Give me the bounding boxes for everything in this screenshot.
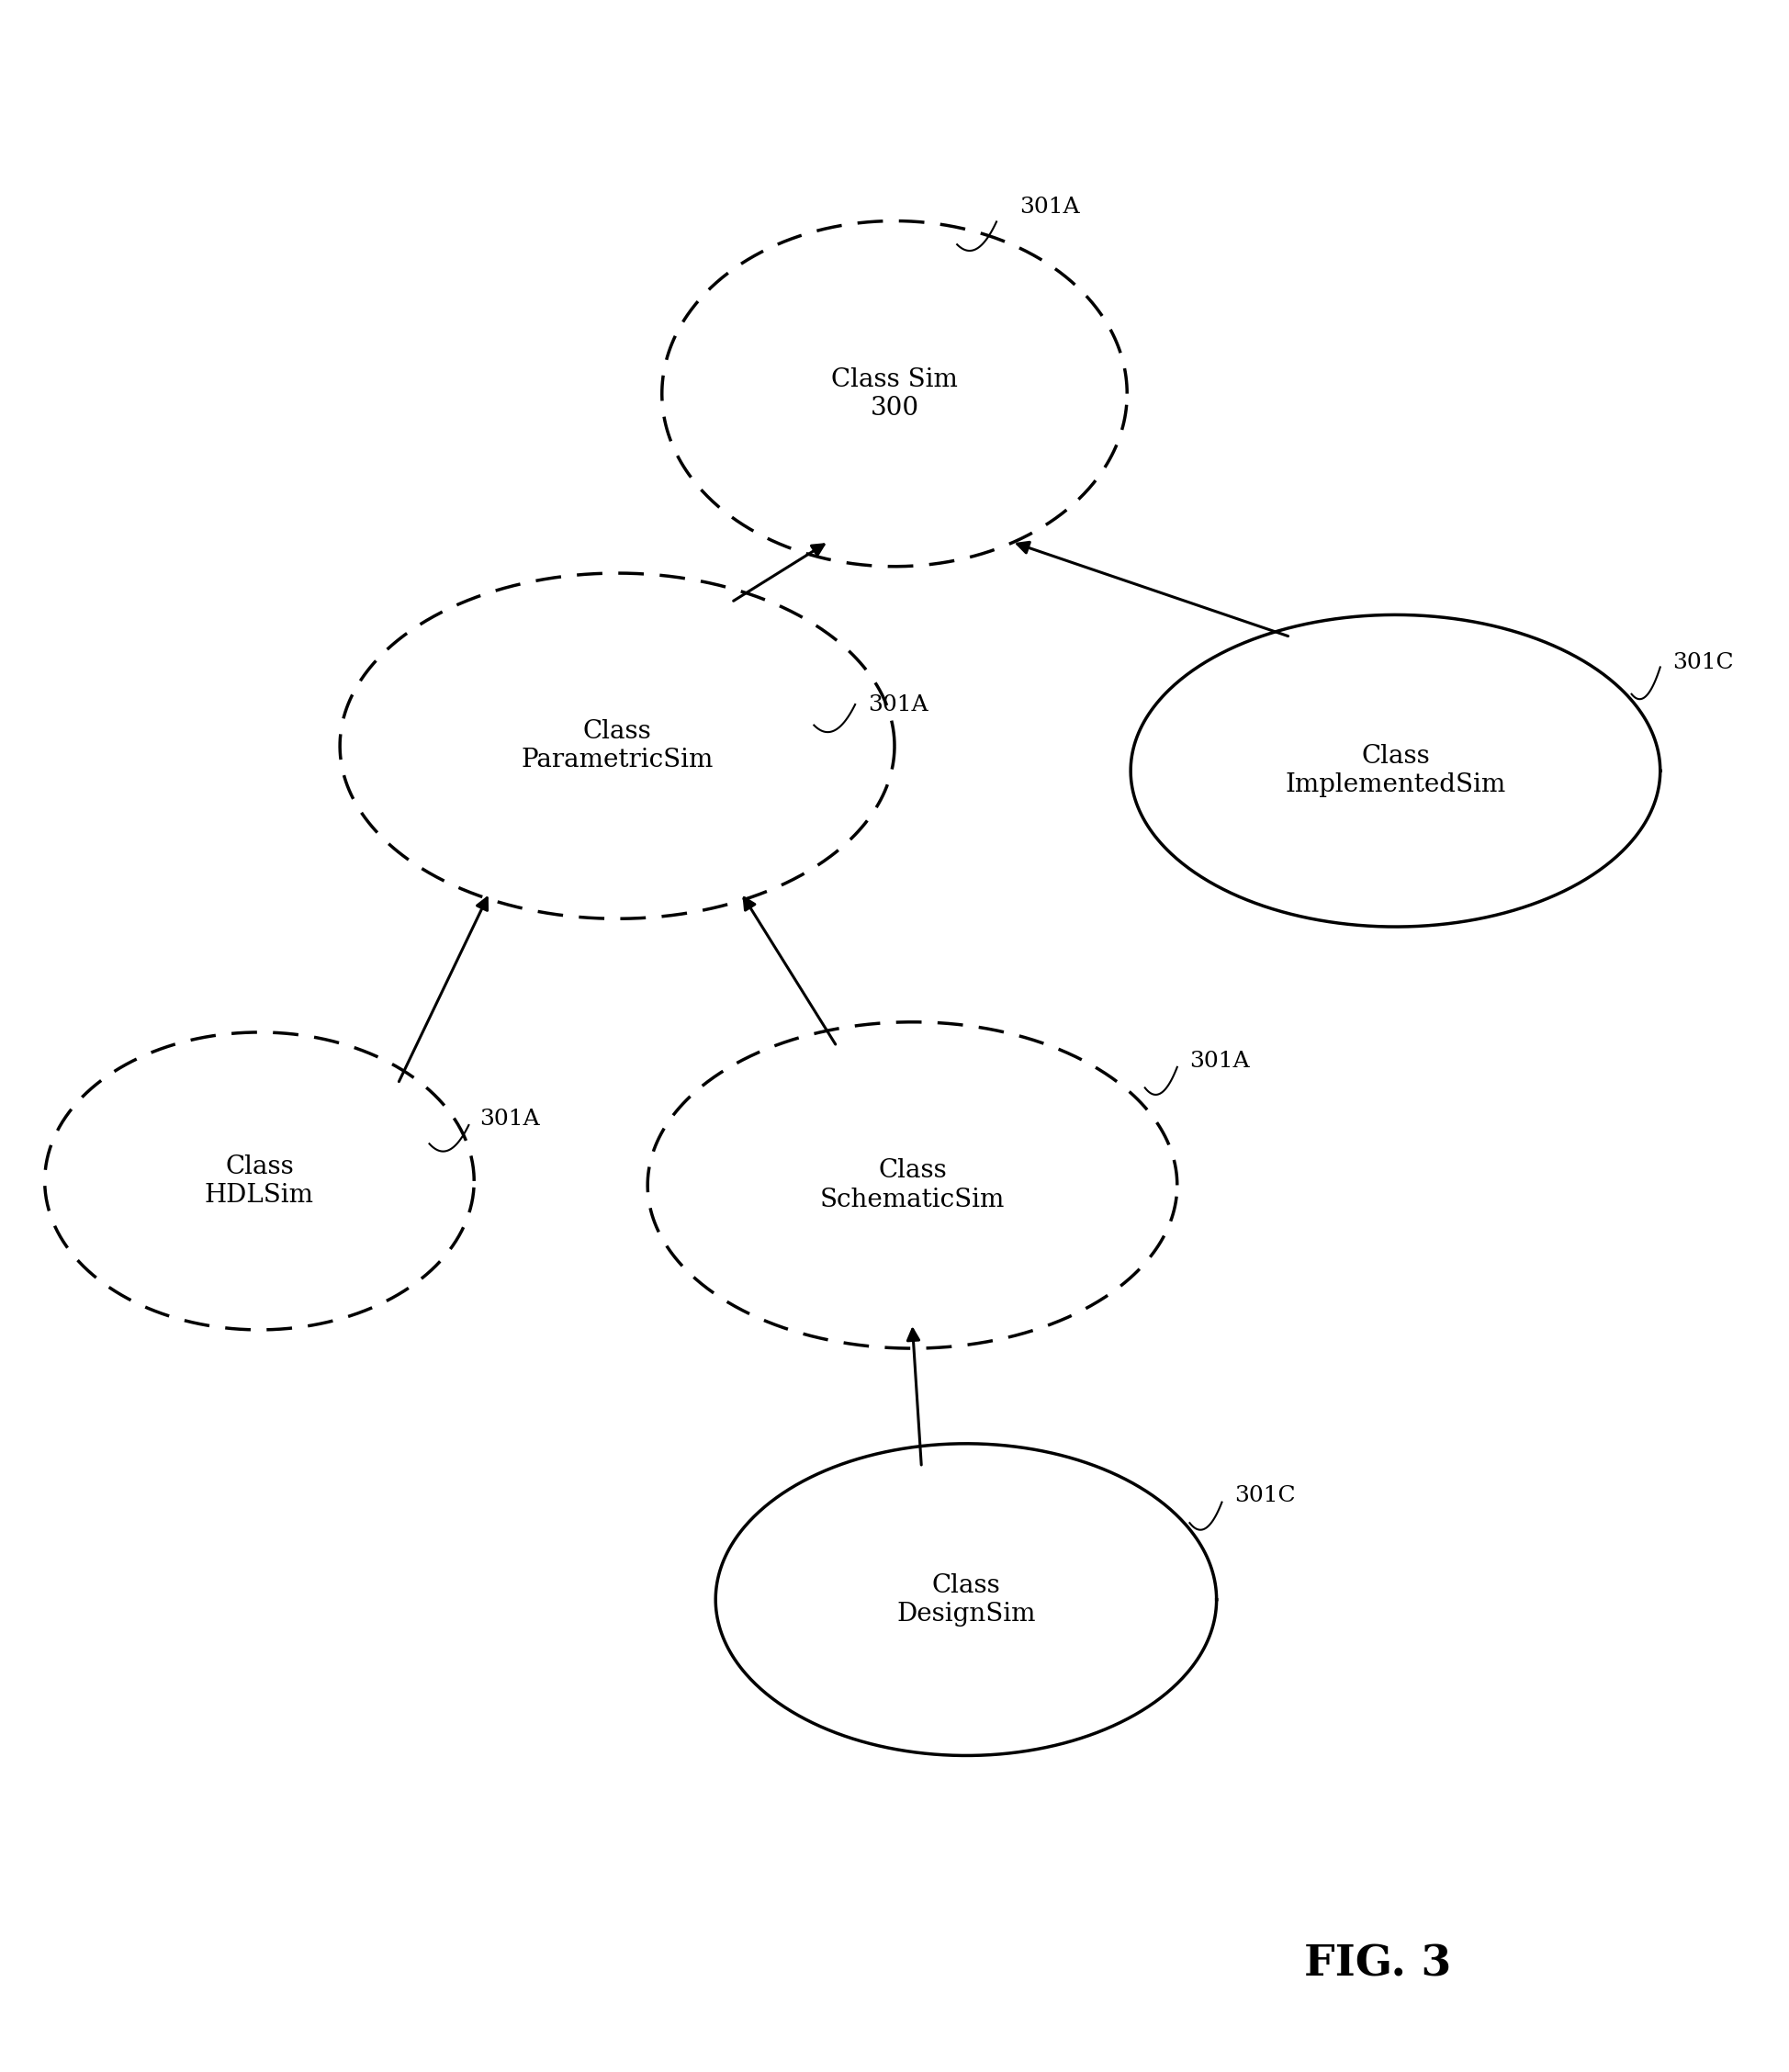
- Text: 301A: 301A: [1020, 197, 1081, 218]
- Text: Class
HDLSim: Class HDLSim: [204, 1154, 315, 1208]
- Text: 301C: 301C: [1673, 653, 1734, 673]
- Text: Class
SchematicSim: Class SchematicSim: [819, 1158, 1005, 1212]
- Text: Class
DesignSim: Class DesignSim: [896, 1573, 1036, 1627]
- Text: FIG. 3: FIG. 3: [1304, 1944, 1451, 1985]
- Text: Class Sim
300: Class Sim 300: [832, 367, 957, 421]
- Text: Class
ImplementedSim: Class ImplementedSim: [1285, 744, 1506, 798]
- Text: Class
ParametricSim: Class ParametricSim: [521, 719, 714, 773]
- Text: 301A: 301A: [1190, 1051, 1251, 1071]
- Text: 301A: 301A: [479, 1109, 540, 1129]
- Text: 301A: 301A: [868, 694, 928, 715]
- Text: 301C: 301C: [1234, 1486, 1295, 1506]
